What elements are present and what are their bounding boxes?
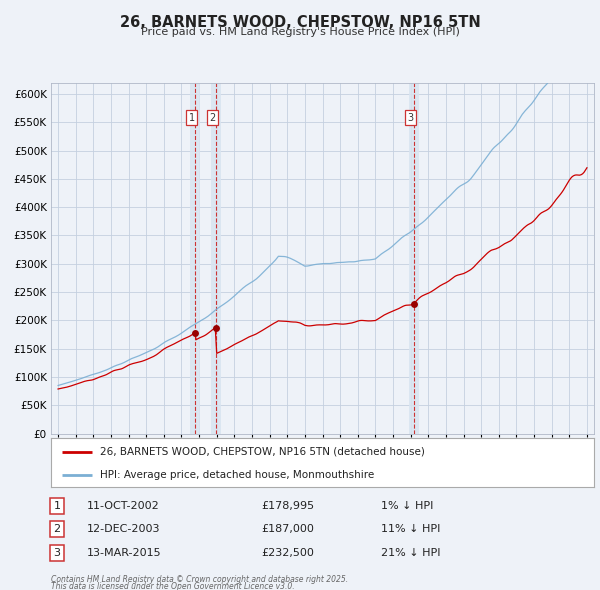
Bar: [190, 83, 200, 434]
Text: HPI: Average price, detached house, Monmouthshire: HPI: Average price, detached house, Monm…: [100, 470, 374, 480]
Bar: [409, 83, 419, 434]
Text: Contains HM Land Registry data © Crown copyright and database right 2025.: Contains HM Land Registry data © Crown c…: [51, 575, 348, 584]
Text: 11% ↓ HPI: 11% ↓ HPI: [381, 525, 440, 534]
Text: 1% ↓ HPI: 1% ↓ HPI: [381, 501, 433, 510]
Text: 11-OCT-2002: 11-OCT-2002: [87, 501, 160, 510]
Text: £232,500: £232,500: [261, 548, 314, 558]
Text: This data is licensed under the Open Government Licence v3.0.: This data is licensed under the Open Gov…: [51, 582, 295, 590]
Bar: [211, 83, 221, 434]
Text: 3: 3: [53, 548, 61, 558]
Text: 1: 1: [188, 113, 195, 123]
Text: 2: 2: [53, 525, 61, 534]
Text: £187,000: £187,000: [261, 525, 314, 534]
Text: 26, BARNETS WOOD, CHEPSTOW, NP16 5TN: 26, BARNETS WOOD, CHEPSTOW, NP16 5TN: [119, 15, 481, 30]
Text: 26, BARNETS WOOD, CHEPSTOW, NP16 5TN (detached house): 26, BARNETS WOOD, CHEPSTOW, NP16 5TN (de…: [100, 447, 425, 457]
Text: 3: 3: [407, 113, 413, 123]
Text: 13-MAR-2015: 13-MAR-2015: [87, 548, 161, 558]
Text: £178,995: £178,995: [261, 501, 314, 510]
Text: 12-DEC-2003: 12-DEC-2003: [87, 525, 161, 534]
Text: 21% ↓ HPI: 21% ↓ HPI: [381, 548, 440, 558]
Text: Price paid vs. HM Land Registry's House Price Index (HPI): Price paid vs. HM Land Registry's House …: [140, 27, 460, 37]
Text: 2: 2: [209, 113, 215, 123]
Text: 1: 1: [53, 501, 61, 510]
